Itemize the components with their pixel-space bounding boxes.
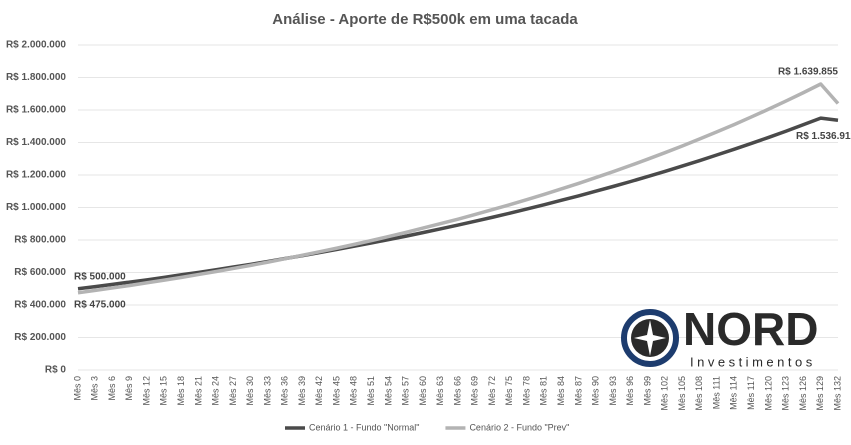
series-line <box>77 116 839 291</box>
x-tick-label: Mês 81 <box>539 376 549 406</box>
y-tick-label: R$ 2.000.000 <box>6 40 66 51</box>
value-label: R$ 500.000 <box>74 271 126 282</box>
x-tick-label: Mês 132 <box>832 376 842 411</box>
y-tick-label: R$ 1.400.000 <box>6 137 66 148</box>
x-tick-label: Mês 15 <box>159 376 169 406</box>
x-tick-label: Mês 45 <box>331 376 341 406</box>
x-tick-label: Mês 96 <box>625 376 635 406</box>
x-tick-label: Mês 102 <box>660 376 670 411</box>
value-label: R$ 1.639.855 <box>778 67 838 78</box>
y-tick-label: R$ 1.000.000 <box>6 202 66 213</box>
value-label: R$ 1.536.912 <box>796 131 851 142</box>
value-label: R$ 475.000 <box>74 299 126 310</box>
x-tick-label: Mês 90 <box>591 376 601 406</box>
x-tick-label: Mês 84 <box>556 376 566 406</box>
x-tick-label: Mês 39 <box>297 376 307 406</box>
plot-area: R$ 0 R$ 200.000 R$ 400.000 R$ 600.000 R$ 800… <box>6 40 851 411</box>
x-tick-label: Mês 126 <box>798 376 808 411</box>
x-tick-label: Mês 54 <box>383 376 393 406</box>
x-tick-label: Mês 105 <box>677 376 687 411</box>
x-tick-label: Mês 36 <box>280 376 290 406</box>
y-tick-label: R$ 400.000 <box>14 300 66 311</box>
x-tick-label: Mês 42 <box>314 376 324 406</box>
logo: NORD Investimentos <box>621 303 818 369</box>
x-tick-label: Mês 33 <box>262 376 272 406</box>
x-tick-label: Mês 0 <box>72 376 82 401</box>
x-tick-label: Mês 72 <box>487 376 497 406</box>
x-tick-label: Mês 75 <box>504 376 514 406</box>
x-tick-label: Mês 123 <box>781 376 791 411</box>
x-tick-label: Mês 9 <box>124 376 134 401</box>
x-tick-label: Mês 114 <box>729 376 739 410</box>
x-tick-label: Mês 60 <box>418 376 428 406</box>
x-tick-label: Mês 129 <box>815 376 825 411</box>
x-tick-label: Mês 3 <box>90 376 100 401</box>
logo-star <box>634 320 666 356</box>
x-tick-label: Mês 63 <box>435 376 445 406</box>
x-tick-label: Mês 6 <box>107 376 117 401</box>
x-tick-label: Mês 117 <box>746 376 756 410</box>
x-tick-label: Mês 57 <box>401 376 411 406</box>
x-tick-label: Mês 69 <box>470 376 480 406</box>
chart-title: Análise - Aporte de R$500k em uma tacada <box>272 11 578 28</box>
x-tick-label: Mês 99 <box>642 376 652 406</box>
y-tick-label: R$ 800.000 <box>14 235 66 246</box>
x-tick-label: Mês 48 <box>349 376 359 406</box>
y-tick-label: R$ 1.600.000 <box>6 105 66 116</box>
y-tick-label: R$ 1.800.000 <box>6 72 66 83</box>
x-tick-label: Mês 21 <box>193 376 203 406</box>
x-tick-label: Mês 120 <box>763 376 773 411</box>
x-tick-label: Mês 27 <box>228 376 238 406</box>
x-tick-label: Mês 78 <box>521 376 531 406</box>
y-tick-label: R$ 200.000 <box>14 332 66 343</box>
y-tick-label: R$ 1.200.000 <box>6 170 66 181</box>
x-tick-label: Mês 30 <box>245 376 255 406</box>
logo-title: NORD <box>683 303 818 355</box>
x-tick-label: Mês 24 <box>211 376 221 406</box>
x-tick-label: Mês 18 <box>176 376 186 406</box>
x-tick-label: Mês 12 <box>141 376 151 406</box>
x-tick-label: Mês 87 <box>573 376 583 406</box>
series-line <box>77 82 840 295</box>
legend-label: Cenário 1 - Fundo "Normal" <box>309 422 419 432</box>
x-tick-label: Mês 93 <box>608 376 618 406</box>
x-tick-label: Mês 51 <box>366 376 376 406</box>
logo-subtitle: Investimentos <box>690 354 816 369</box>
x-tick-label: Mês 108 <box>694 376 704 411</box>
y-tick-label: R$ 0 <box>45 365 67 376</box>
legend: Cenário 1 - Fundo "Normal" Cenário 2 - Fu… <box>285 422 569 432</box>
legend-label: Cenário 2 - Fundo "Prev" <box>469 422 569 432</box>
x-tick-label: Mês 66 <box>452 376 462 406</box>
y-tick-label: R$ 600.000 <box>14 267 66 278</box>
x-tick-label: Mês 111 <box>711 376 721 409</box>
